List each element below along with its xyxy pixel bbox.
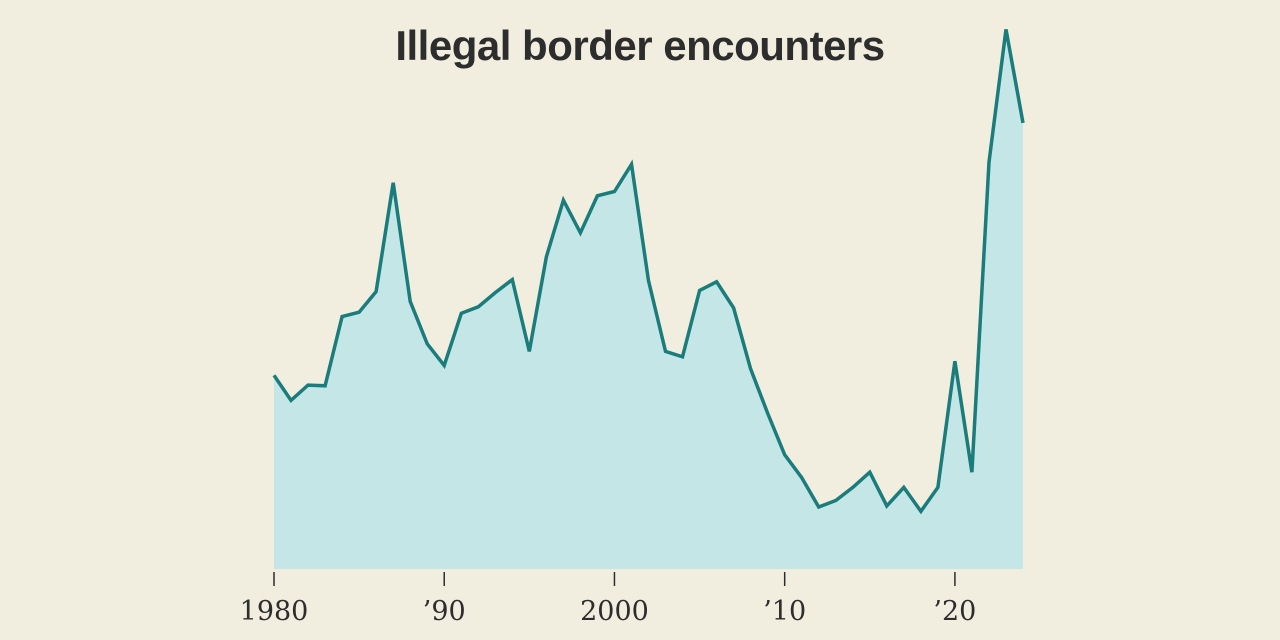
area-fill: [274, 29, 1023, 569]
x-tick-label: ’90: [423, 596, 466, 627]
line-layer: [272, 29, 1025, 515]
chart-title: Illegal border encounters: [395, 22, 885, 69]
x-tick-label: 1980: [240, 596, 309, 627]
x-tick-label: ’10: [763, 596, 806, 627]
series-line: [272, 29, 1025, 515]
area-layer: [274, 29, 1023, 569]
x-axis: 1980 ’90 2000 ’10 ’20: [240, 572, 976, 627]
x-tick-label: ’20: [933, 596, 976, 627]
x-tick-label: 2000: [580, 596, 649, 627]
